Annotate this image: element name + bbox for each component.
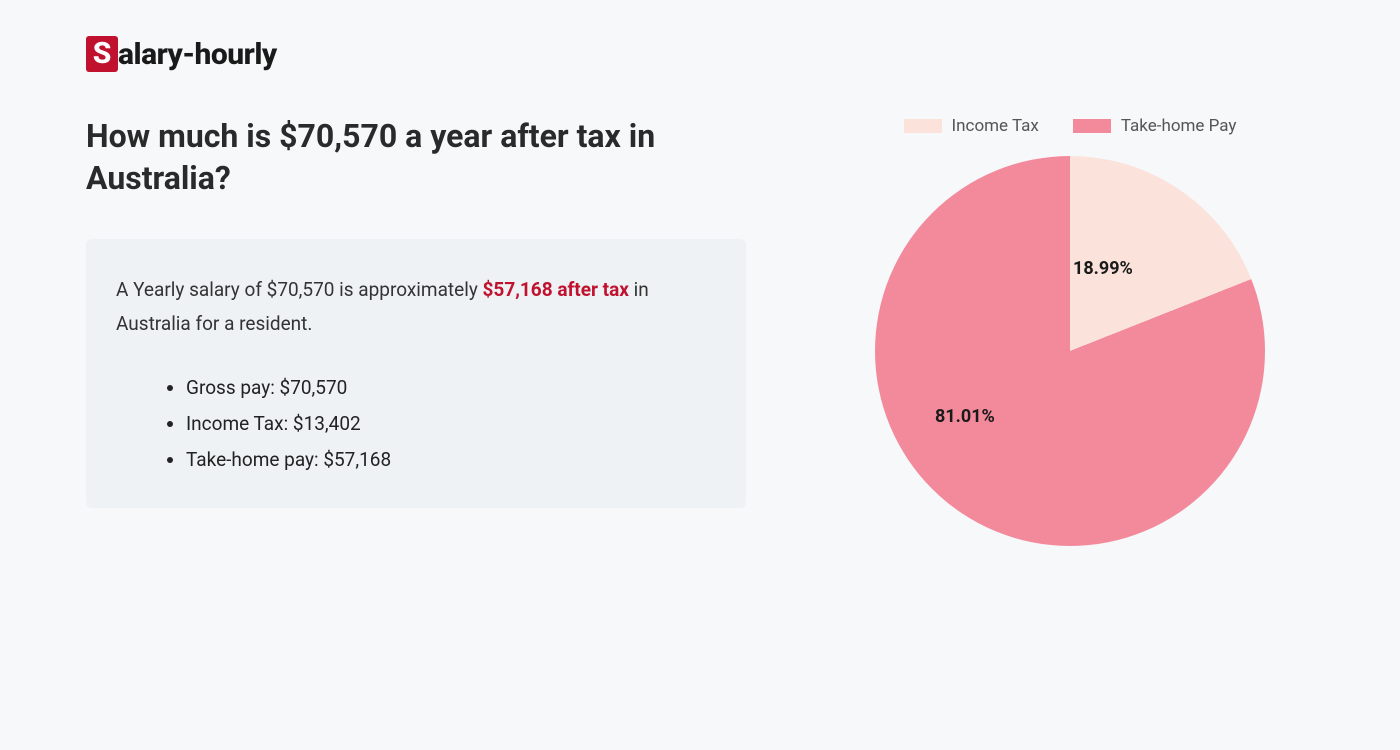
legend-label: Take-home Pay — [1121, 116, 1237, 136]
chart-legend: Income Tax Take-home Pay — [826, 116, 1314, 136]
page-title: How much is $70,570 a year after tax in … — [86, 116, 746, 199]
logo-icon: S — [86, 36, 118, 72]
pie-chart: 18.99% 81.01% — [875, 156, 1265, 546]
logo-text: alary-hourly — [118, 37, 277, 72]
legend-swatch — [904, 119, 942, 133]
summary-text: A Yearly salary of $70,570 is approximat… — [116, 273, 716, 341]
summary-highlight: $57,168 after tax — [483, 278, 629, 301]
list-item: Gross pay: $70,570 — [186, 370, 716, 406]
slice-label-take-home: 81.01% — [935, 406, 995, 427]
summary-box: A Yearly salary of $70,570 is approximat… — [86, 239, 746, 508]
legend-item-income-tax: Income Tax — [904, 116, 1039, 136]
legend-item-take-home: Take-home Pay — [1073, 116, 1237, 136]
logo: Salary-hourly — [86, 36, 1314, 72]
summary-pre: A Yearly salary of $70,570 is approximat… — [116, 278, 483, 301]
slice-label-income-tax: 18.99% — [1073, 258, 1133, 279]
list-item: Income Tax: $13,402 — [186, 406, 716, 442]
legend-label: Income Tax — [952, 116, 1039, 136]
list-item: Take-home pay: $57,168 — [186, 442, 716, 478]
details-list: Gross pay: $70,570 Income Tax: $13,402 T… — [116, 370, 716, 478]
legend-swatch — [1073, 119, 1111, 133]
